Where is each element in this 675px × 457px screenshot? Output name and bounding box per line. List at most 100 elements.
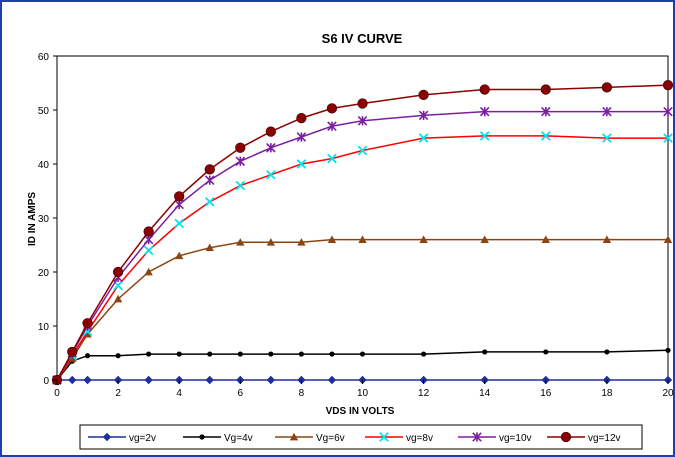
y-tick-label: 50 (38, 106, 50, 117)
y-tick-label: 40 (38, 160, 50, 171)
data-point (68, 375, 77, 385)
marker-stroke (143, 245, 154, 256)
marker-stroke (266, 169, 276, 180)
data-point (419, 235, 428, 243)
marker-stroke (113, 280, 123, 291)
x-tick-label: 4 (176, 388, 182, 399)
marker-stroke (204, 196, 215, 207)
legend-item: Vg=6v (275, 432, 345, 444)
data-point (543, 349, 549, 355)
series-vg-12v (51, 80, 674, 386)
data-point (480, 235, 489, 243)
data-point (479, 84, 490, 95)
marker-stroke (663, 133, 673, 143)
data-point (235, 156, 246, 167)
data-point (560, 431, 572, 443)
data-point (602, 133, 612, 143)
data-point (82, 318, 93, 329)
plot-area (56, 55, 669, 381)
y-tick-label: 20 (38, 268, 50, 279)
series-vg-8v (52, 131, 673, 385)
data-point (326, 103, 338, 114)
data-point (602, 235, 612, 243)
marker-stroke (418, 133, 429, 143)
data-point (235, 180, 246, 191)
x-axis-label: VDS IN VOLTS (326, 406, 395, 417)
y-tick-label: 30 (38, 214, 50, 225)
marker-stroke (235, 180, 246, 191)
x-tick-label: 8 (299, 388, 305, 399)
data-point (482, 349, 488, 355)
data-point (207, 351, 213, 357)
data-point (479, 106, 490, 117)
data-point (327, 121, 337, 131)
data-point (663, 133, 673, 143)
data-point (174, 218, 185, 229)
data-point (418, 110, 429, 121)
data-point (418, 89, 429, 101)
ticks-layer: 0 10 20 30 40 50 60 0 2 4 6 8 10 12 14 16 18 20 (38, 52, 674, 399)
legend-label: Vg=6v (316, 433, 345, 444)
data-point (541, 106, 551, 117)
data-point (237, 351, 243, 357)
data-point (266, 238, 276, 246)
data-point (662, 80, 674, 91)
data-point (268, 351, 274, 357)
data-point (665, 347, 671, 353)
data-point (266, 169, 276, 180)
legend-label: vg=12v (588, 433, 621, 444)
x-tick-label: 10 (357, 388, 369, 399)
data-point (604, 349, 610, 355)
chart-title: S6 IV CURVE (322, 31, 403, 46)
data-point (418, 133, 429, 143)
data-point (84, 353, 91, 359)
data-point (357, 145, 368, 156)
legend-item: vg=10v (458, 432, 532, 444)
marker-stroke (602, 133, 612, 143)
marker-stroke (379, 432, 389, 442)
data-point (102, 432, 112, 442)
data-point (296, 132, 307, 142)
data-point (265, 126, 276, 137)
legend-label: Vg=4v (224, 433, 253, 444)
data-point (83, 375, 92, 385)
marker-stroke (540, 131, 551, 141)
data-point (327, 375, 337, 385)
x-tick-label: 0 (54, 388, 60, 399)
legend-item: vg=12v (547, 431, 621, 444)
data-point (296, 159, 307, 169)
data-point (297, 238, 306, 246)
data-point (144, 375, 153, 385)
data-point (379, 432, 389, 442)
marker-stroke (296, 159, 307, 169)
data-point (143, 245, 154, 256)
legend-label: vg=8v (406, 433, 433, 444)
marker-stroke (479, 131, 490, 141)
legend-item: Vg=4v (183, 433, 253, 444)
series-vg-6v (52, 235, 673, 384)
data-point (479, 131, 490, 141)
legend-item: vg=8v (365, 432, 433, 444)
data-point (327, 153, 337, 164)
data-point (175, 251, 184, 260)
data-point (602, 106, 612, 117)
data-point (67, 346, 78, 358)
axes-layer (56, 55, 669, 381)
data-point (146, 351, 152, 357)
data-point (204, 175, 215, 185)
series-layer (51, 80, 674, 386)
data-point (359, 351, 366, 357)
data-point (235, 142, 246, 153)
x-tick-label: 20 (662, 388, 674, 399)
data-point (266, 143, 276, 153)
data-point (298, 351, 305, 357)
marker-stroke (327, 153, 337, 164)
data-point (204, 164, 215, 175)
data-point (205, 375, 214, 385)
data-point (289, 432, 299, 441)
data-point (541, 235, 550, 243)
y-tick-label: 0 (43, 376, 49, 387)
legend-label: vg=10v (499, 433, 532, 444)
data-point (113, 294, 123, 303)
